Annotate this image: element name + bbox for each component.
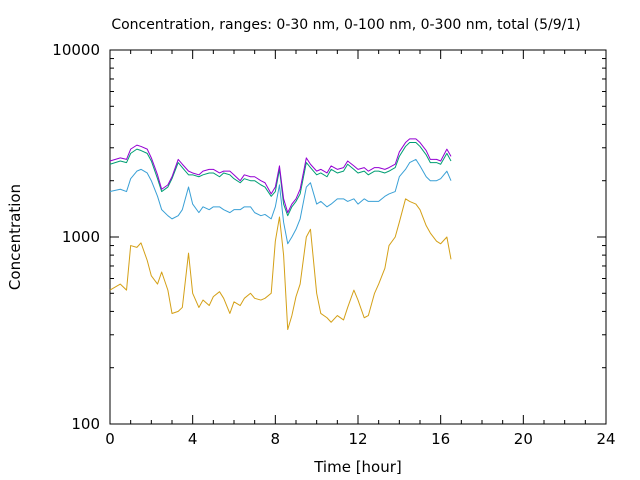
y-tick-label: 100 bbox=[71, 415, 100, 433]
series-line-3 bbox=[109, 142, 452, 217]
axis-ticks bbox=[109, 49, 607, 425]
series-line-4 bbox=[109, 138, 452, 214]
series-layer bbox=[109, 138, 452, 331]
y-axis-label: Concentration bbox=[6, 184, 24, 290]
y-tick-label: 1000 bbox=[62, 228, 100, 246]
series-line-2 bbox=[109, 158, 452, 245]
x-axis-label: Time [hour] bbox=[313, 458, 402, 476]
tick-labels: 0 4 8 12 16 20 24 100 1000 10000 bbox=[52, 41, 615, 448]
series-line-1 bbox=[109, 198, 452, 331]
x-tick-label: 8 bbox=[271, 430, 281, 448]
x-tick-label: 20 bbox=[514, 430, 533, 448]
x-tick-label: 16 bbox=[431, 430, 450, 448]
x-tick-label: 12 bbox=[348, 430, 367, 448]
y-tick-label: 10000 bbox=[52, 41, 100, 59]
chart-title: Concentration, ranges: 0-30 nm, 0-100 nm… bbox=[111, 17, 580, 33]
x-tick-label: 4 bbox=[188, 430, 198, 448]
x-tick-label: 0 bbox=[105, 430, 115, 448]
x-tick-label: 24 bbox=[596, 430, 615, 448]
